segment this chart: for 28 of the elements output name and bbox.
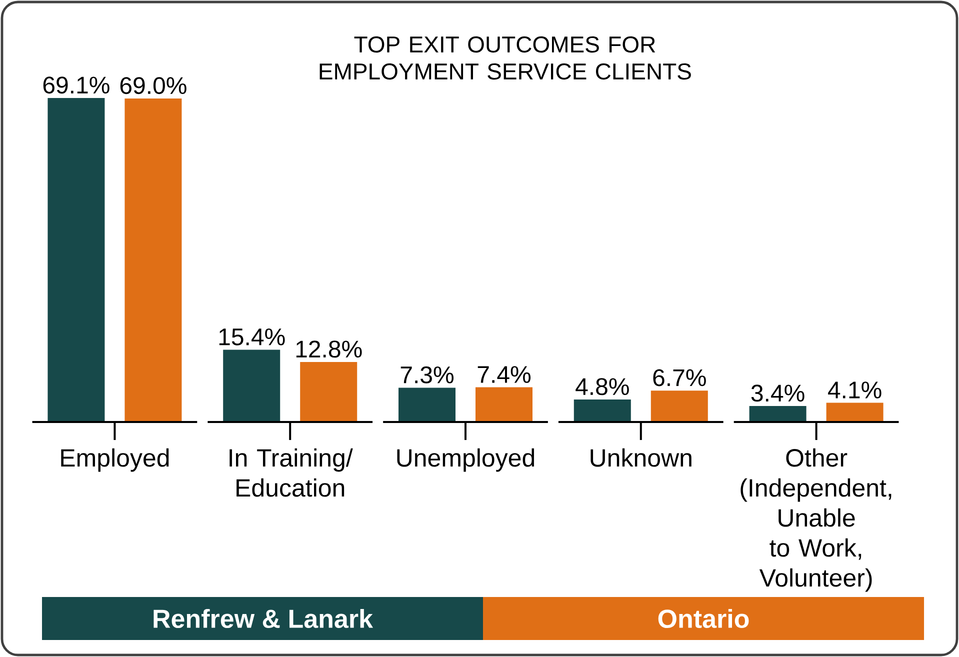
x-tick-label: Unemployed [397, 448, 534, 472]
data-label: 7.4% [478, 366, 531, 383]
data-label: 3.4% [751, 384, 804, 402]
data-label: 6.7% [653, 369, 706, 386]
bar [124, 98, 182, 422]
data-label: 69.0% [120, 77, 186, 94]
data-label: 69.1% [43, 76, 110, 94]
bar [398, 388, 456, 422]
data-label: 7.3% [400, 366, 454, 384]
data-label: 4.1% [828, 382, 882, 398]
x-tick-label: Other (Independent, Unable to Work, Volunteer) [740, 448, 892, 592]
bar [650, 390, 708, 422]
bar [749, 406, 806, 422]
bar [223, 350, 280, 422]
bar [476, 387, 532, 422]
text: Ontario [658, 608, 749, 628]
bar [574, 399, 631, 422]
bar [300, 362, 358, 422]
data-label: 4.8% [576, 378, 629, 396]
chart-title: TOP EXIT OUTCOMES FOR EMPLOYMENT SERVICE CLIENTS [320, 36, 691, 80]
bar [48, 98, 105, 422]
x-tick-label: Employed [61, 448, 169, 472]
text: Renfrew & Lanark [154, 608, 374, 628]
bar [826, 402, 884, 422]
x-tick-label: Unknown [590, 448, 692, 467]
x-tick-label: In Training/ Education [230, 448, 353, 497]
data-label: 12.8% [296, 340, 362, 358]
data-label: 15.4% [219, 328, 285, 346]
